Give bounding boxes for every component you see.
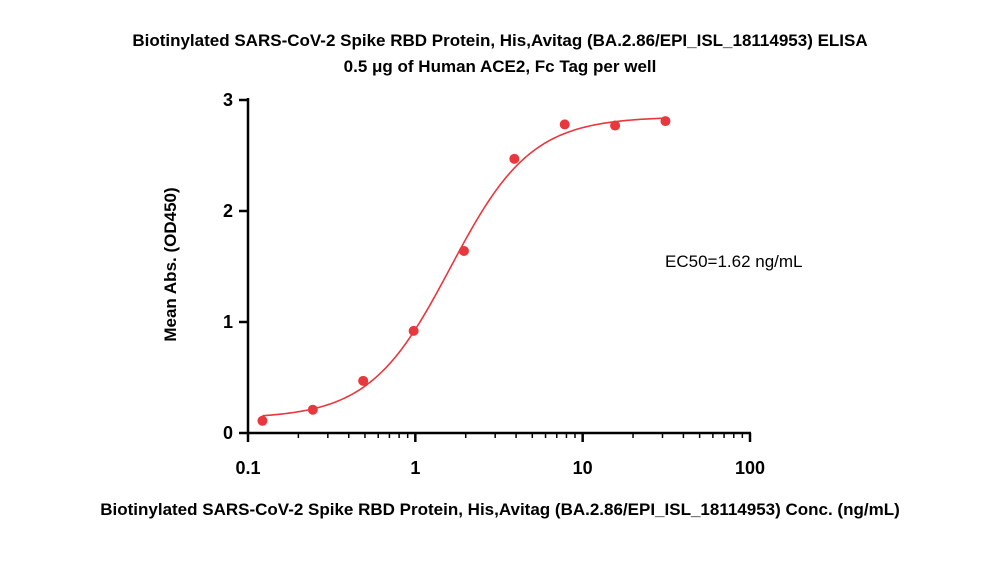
x-axis-title: Biotinylated SARS-CoV-2 Spike RBD Protei… — [100, 500, 900, 519]
data-point — [257, 415, 268, 426]
labels-layer: 0 1 2 3 0.1 1 10 100 Biotinylated SARS-CoV-2 Spi… — [100, 90, 900, 519]
x-tick-label: 10 — [573, 458, 593, 478]
fit-curve — [262, 117, 666, 417]
axes — [239, 98, 752, 442]
data-point — [458, 245, 469, 256]
y-tick-label: 2 — [223, 201, 233, 221]
data-point — [559, 119, 570, 130]
data-point — [307, 404, 318, 415]
x-tick-label: 1 — [410, 458, 420, 478]
x-tick-label: 100 — [735, 458, 765, 478]
fit-curve-layer — [262, 117, 666, 417]
data-point — [509, 153, 520, 164]
y-tick-label: 1 — [223, 312, 233, 332]
data-point — [660, 116, 671, 127]
y-tick-label: 3 — [223, 90, 233, 110]
y-axis-title: Mean Abs. (OD450) — [161, 187, 180, 341]
chart-subtitle: 0.5 μg of Human ACE2, Fc Tag per well — [343, 57, 657, 76]
data-point — [408, 325, 419, 336]
data-point — [610, 120, 621, 131]
y-tick-label: 0 — [223, 423, 233, 443]
data-point — [358, 375, 369, 386]
x-tick-label: 0.1 — [235, 458, 260, 478]
data-points-layer — [257, 116, 671, 426]
chart-title: Biotinylated SARS-CoV-2 Spike RBD Protei… — [132, 31, 868, 50]
ec50-annotation: EC50=1.62 ng/mL — [665, 252, 803, 271]
